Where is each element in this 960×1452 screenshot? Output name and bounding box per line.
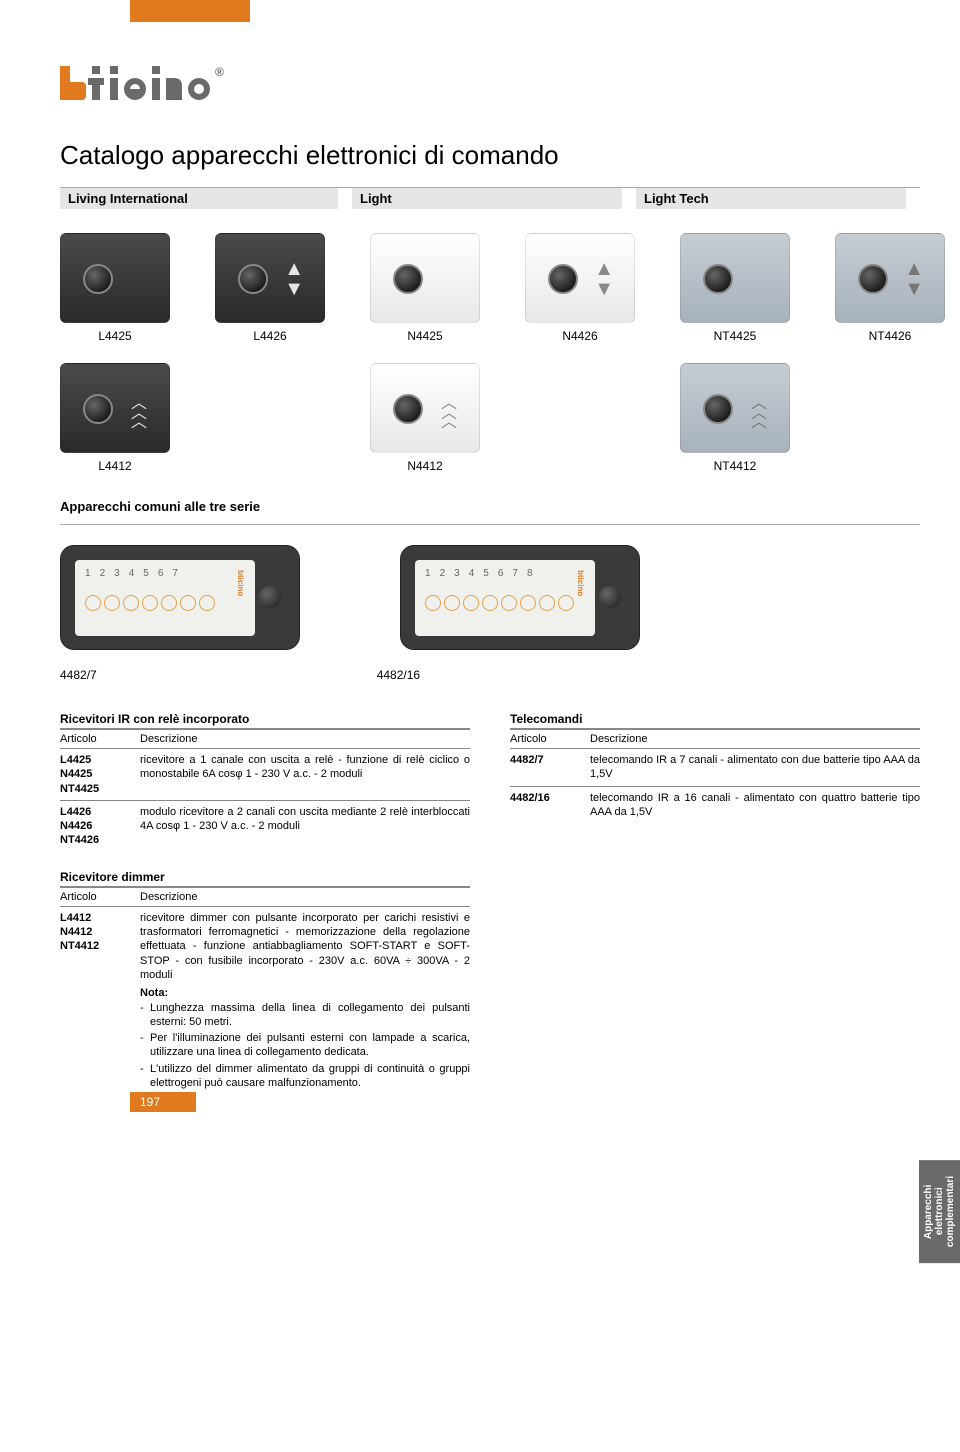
product-code: N4412 [407,459,442,473]
article-code: NT4425 [60,782,140,796]
svg-text:®: ® [215,65,224,79]
table-row: L4426N4426NT4426modulo ricevitore a 2 ca… [60,800,470,852]
products-row-2: ︿︿︿ L4412 ︿︿︿ N4412 ︿︿︿ NT4412 [60,363,920,473]
article-codes: 4482/7 [510,753,590,782]
product: ︿︿︿ L4412 [60,363,170,473]
product-code: L4412 [98,459,131,473]
description-cell: telecomando IR a 16 canali - alimentato … [590,791,920,820]
description-text: ricevitore dimmer con pulsante incorpora… [140,912,470,981]
product: NT4425 [680,233,790,343]
product: L4425 [60,233,170,343]
product-image [370,233,480,323]
note-item: Lunghezza massima della linea di collega… [140,1001,470,1030]
series-labels-row: Living International Light Light Tech [60,188,920,209]
side-tab: Apparecchi elettronici complementari [919,1160,960,1263]
article-code: N4412 [60,925,140,939]
brand-logo: ® [60,60,920,112]
remote-image: 12345678bticino [400,545,640,650]
series-label: Living International [60,188,338,209]
description-cell: telecomando IR a 7 canali - alimentato c… [590,753,920,782]
description-cell: ricevitore a 1 canale con uscita a relè … [140,753,470,796]
article-code: L4426 [60,805,140,819]
article-code: L4425 [60,753,140,767]
series-label: Light Tech [636,188,906,209]
article-code: NT4412 [60,939,140,953]
description-cell: ricevitore dimmer con pulsante incorpora… [140,911,470,1093]
table-row: L4425N4425NT4425ricevitore a 1 canale co… [60,748,470,800]
product-code: N4425 [407,329,442,343]
product: ▲▼ L4426 [215,233,325,343]
remotes-row: 1234567bticino 12345678bticino [60,545,920,650]
article-code: 4482/16 [510,791,590,805]
product-image: ▲▼ [835,233,945,323]
products-row-1: L4425 ▲▼ L4426 N4425 ▲▼ N4426 NT4425 ▲▼ NT4426 [60,233,920,343]
column-header: Articolo [60,733,140,745]
table-row: L4412 N4412 NT4412 ricevitore dimmer con… [60,906,470,1097]
top-orange-band [130,0,250,22]
column-header: Descrizione [140,733,470,745]
product: ▲▼ NT4426 [835,233,945,343]
notes-list: Lunghezza massima della linea di collega… [140,1001,470,1091]
remote-label-row: 4482/7 4482/16 [60,668,920,682]
column-header: Articolo [510,733,590,745]
product-image [680,233,790,323]
article-codes: L4412 N4412 NT4412 [60,911,140,1093]
table-row: 4482/16telecomando IR a 16 canali - alim… [510,786,920,824]
product: N4425 [370,233,480,343]
product-image: ▲▼ [215,233,325,323]
product: ︿︿︿ N4412 [370,363,480,473]
product-image: ︿︿︿ [60,363,170,453]
article-code: N4425 [60,767,140,781]
product: ▲▼ N4426 [525,233,635,343]
remote-image: 1234567bticino [60,545,300,650]
column-header: Descrizione [140,891,470,903]
product-code: N4426 [562,329,597,343]
product-code: 4482/16 [377,668,420,682]
table-title: Ricevitori IR con relè incorporato [60,712,470,729]
article-code: L4412 [60,911,140,925]
page-number: 197 [130,1092,196,1112]
table-title: Ricevitore dimmer [60,870,470,887]
table-header: Articolo Descrizione [60,729,470,748]
table-header: Articolo Descrizione [60,887,470,906]
product-image: ▲▼ [525,233,635,323]
product-code: NT4412 [714,459,757,473]
product-code: NT4426 [869,329,912,343]
divider [60,524,920,525]
article-code: 4482/7 [510,753,590,767]
product-code: L4426 [253,329,286,343]
product: ︿︿︿ NT4412 [680,363,790,473]
table-row: 4482/7telecomando IR a 7 canali - alimen… [510,748,920,786]
description-cell: modulo ricevitore a 2 canali con uscita … [140,805,470,848]
product-code: 4482/7 [60,668,97,682]
note-item: L'utilizzo del dimmer alimentato da grup… [140,1062,470,1091]
column-header: Descrizione [590,733,920,745]
column-header: Articolo [60,891,140,903]
product-image: ︿︿︿ [680,363,790,453]
article-codes: L4426N4426NT4426 [60,805,140,848]
product-code: NT4425 [714,329,757,343]
product-image [60,233,170,323]
table-header: Articolo Descrizione [510,729,920,748]
article-code: NT4426 [60,833,140,847]
article-code: N4426 [60,819,140,833]
note-label: Nota: [140,986,470,1000]
article-codes: 4482/16 [510,791,590,820]
article-codes: L4425N4425NT4425 [60,753,140,796]
table-title: Telecomandi [510,712,920,729]
product-code: L4425 [98,329,131,343]
section-heading: Apparecchi comuni alle tre serie [60,499,920,514]
product-image: ︿︿︿ [370,363,480,453]
note-item: Per l'illuminazione dei pulsanti esterni… [140,1031,470,1060]
page-title: Catalogo apparecchi elettronici di coman… [60,140,920,171]
series-label: Light [352,188,622,209]
